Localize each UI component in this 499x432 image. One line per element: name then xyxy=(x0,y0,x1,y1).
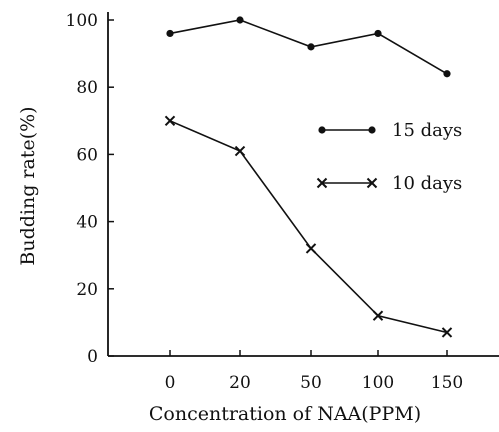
legend-marker xyxy=(368,126,376,134)
data-point-15-days xyxy=(374,29,382,38)
series-layer xyxy=(164,16,453,338)
y-tick-label: 20 xyxy=(76,280,98,300)
y-tick-label: 40 xyxy=(76,213,98,233)
data-point-10-days xyxy=(164,115,176,127)
data-point-10-days xyxy=(234,145,246,157)
x-tick-label: 0 xyxy=(165,373,176,393)
legend: 15 days 10 days xyxy=(316,120,462,194)
series-10-days xyxy=(164,115,453,338)
y-tick-label: 60 xyxy=(76,145,98,165)
legend-label: 15 days xyxy=(392,120,462,141)
data-point-10-days xyxy=(372,310,384,321)
x-axis-title: Concentration of NAA(PPM) xyxy=(149,403,421,425)
legend-entry-15-days: 15 days xyxy=(318,120,462,141)
x-tick-label: 20 xyxy=(229,373,251,393)
data-point-10-days xyxy=(305,243,317,254)
legend-entry-10-days: 10 days xyxy=(316,173,462,194)
legend-marker xyxy=(366,177,378,189)
data-point-15-days xyxy=(307,43,315,51)
y-ticks: 0 20 40 60 80 100 xyxy=(66,11,114,367)
data-point-15-days xyxy=(236,16,244,24)
data-point-10-days xyxy=(441,327,453,338)
x-ticks: 0 20 50 100 150 xyxy=(165,350,463,393)
x-tick-label: 100 xyxy=(362,373,394,393)
x-tick-label: 50 xyxy=(300,373,322,393)
legend-marker xyxy=(316,177,328,189)
series-line-10-days xyxy=(169,120,448,334)
data-point-15-days xyxy=(166,29,174,38)
y-tick-label: 0 xyxy=(87,347,98,367)
data-point-15-days xyxy=(443,70,451,78)
x-tick-label: 150 xyxy=(431,373,463,393)
y-tick-label: 100 xyxy=(66,11,98,31)
legend-marker xyxy=(318,126,326,134)
y-axis-title: Budding rate(%) xyxy=(17,106,39,265)
series-15-days xyxy=(166,16,451,78)
legend-label: 10 days xyxy=(392,173,462,194)
y-tick-label: 80 xyxy=(76,78,98,98)
